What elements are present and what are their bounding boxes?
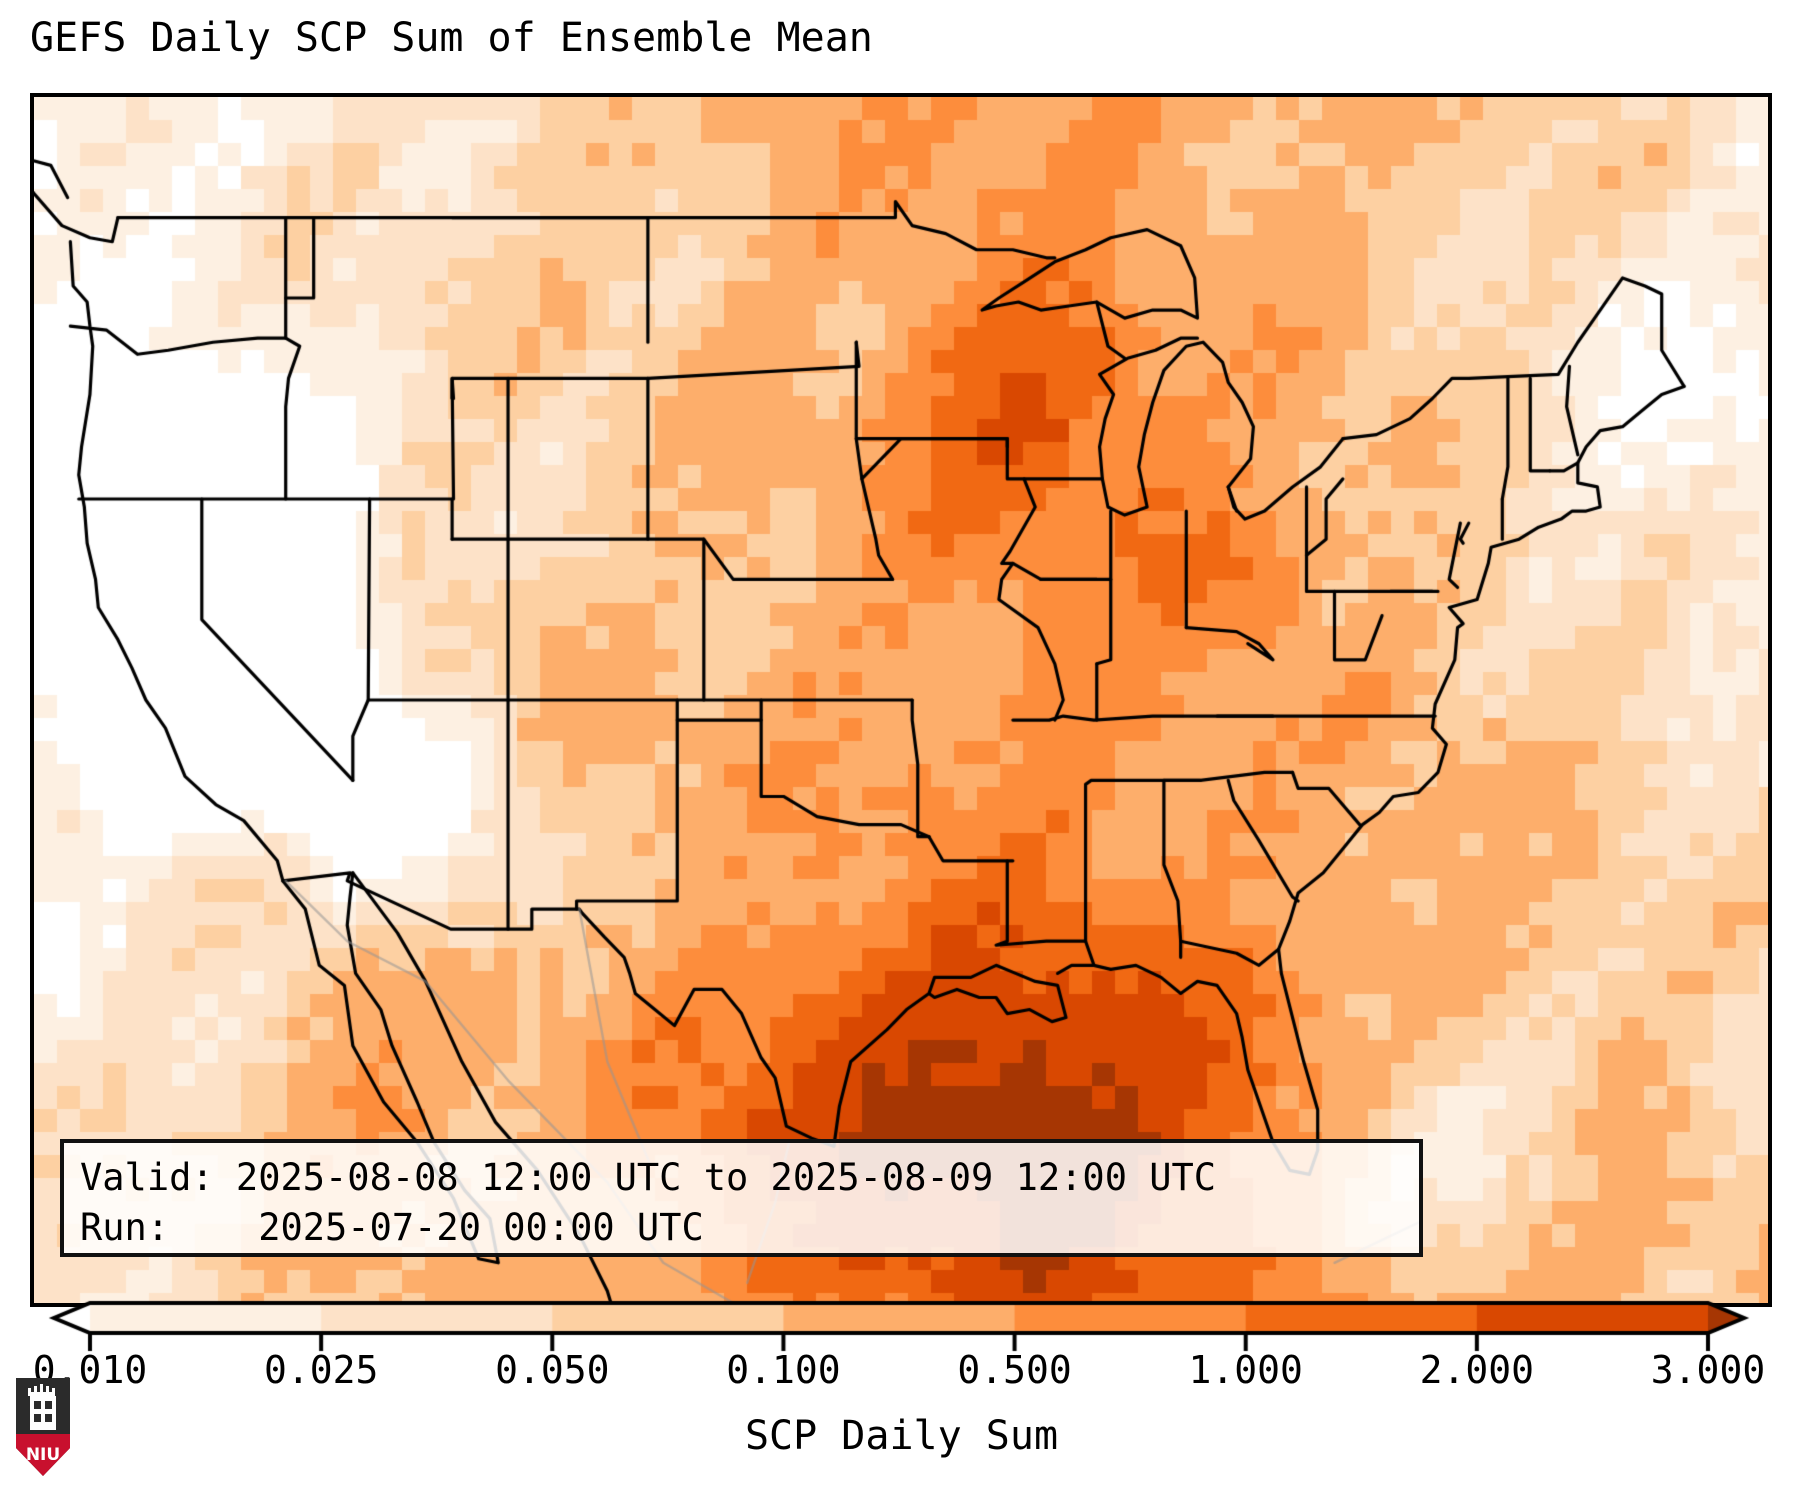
colorbar-tick-5: 1.000 <box>1188 1348 1303 1392</box>
niu-logo-text: NIU <box>26 1445 60 1465</box>
colorbar-tick-1: 0.025 <box>263 1348 379 1392</box>
niu-logo-icon: NIU <box>16 1378 70 1476</box>
colorbar-tick-7: 3.000 <box>1650 1348 1766 1392</box>
valid-time-text: Valid: 2025-08-08 12:00 UTC to 2025-08-0… <box>80 1156 1217 1199</box>
scp-heatmap-canvas <box>34 97 1768 1303</box>
colorbar-tick-3: 0.100 <box>726 1348 841 1392</box>
map-plot-area <box>30 93 1772 1307</box>
run-time-text: Run: 2025-07-20 00:00 UTC <box>80 1206 704 1249</box>
colorbar-canvas <box>0 1285 1803 1355</box>
colorbar <box>0 1285 1803 1355</box>
colorbar-tick-labels: 0.010 0.025 0.050 0.100 0.500 1.000 2.000 3.000 <box>0 1347 1803 1407</box>
colorbar-tick-4: 0.500 <box>957 1348 1072 1392</box>
colorbar-tick-2: 0.050 <box>495 1348 610 1392</box>
forecast-info-box: Valid: 2025-08-08 12:00 UTC to 2025-08-0… <box>60 1139 1423 1257</box>
page-title: GEFS Daily SCP Sum of Ensemble Mean <box>30 15 873 61</box>
colorbar-axis-label: SCP Daily Sum <box>744 1413 1059 1459</box>
colorbar-tick-6: 2.000 <box>1419 1348 1535 1392</box>
